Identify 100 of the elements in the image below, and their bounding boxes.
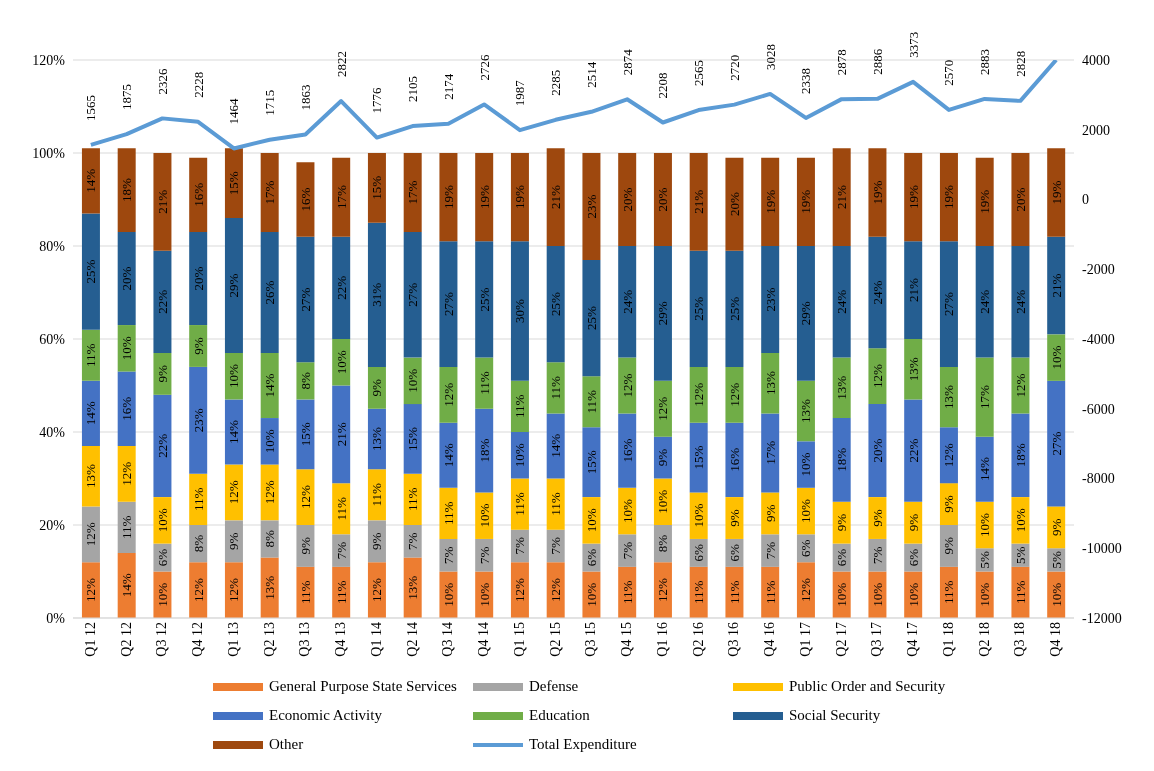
data-label: 2285	[548, 69, 564, 96]
bar	[832, 148, 851, 246]
data-label: 2822	[333, 51, 349, 78]
data-label: 11%	[512, 394, 528, 419]
bar	[117, 445, 136, 502]
data-label: 2514	[583, 61, 599, 88]
legend-label: Public Order and Security	[789, 678, 946, 695]
data-label: 11%	[119, 515, 135, 539]
data-label: 10%	[583, 582, 599, 607]
data-label: 2883	[977, 48, 993, 75]
data-label: 15%	[405, 426, 421, 451]
data-label: 15%	[226, 171, 242, 196]
bar	[1011, 246, 1030, 358]
bar	[689, 250, 708, 367]
legend-label: Total Expenditure	[529, 736, 637, 753]
bar	[260, 232, 279, 353]
data-label: 25%	[583, 306, 599, 330]
bar	[224, 148, 243, 219]
data-label: 7%	[762, 541, 778, 560]
data-label: 10%	[154, 508, 170, 533]
data-label: 10%	[691, 503, 707, 528]
bar	[153, 250, 172, 353]
data-label: 27%	[941, 292, 957, 317]
data-label: 15%	[369, 175, 385, 200]
bar	[475, 408, 494, 493]
data-label: 16%	[726, 447, 742, 472]
x-tick-label: Q1 15	[511, 622, 527, 657]
bar	[1047, 380, 1066, 507]
y2-tick-label: -8000	[1082, 471, 1115, 487]
data-label: 24%	[619, 289, 635, 314]
data-label: 27%	[297, 287, 313, 312]
x-tick-label: Q1 17	[797, 622, 813, 657]
bar	[725, 422, 744, 498]
data-label: 11%	[190, 487, 206, 512]
bar	[653, 380, 672, 437]
data-label: 2338	[798, 67, 814, 94]
data-label: 7%	[512, 537, 528, 555]
data-label: 10%	[905, 582, 921, 607]
data-label: 21%	[548, 185, 564, 210]
y2-tick-label: -6000	[1082, 401, 1115, 417]
bar	[510, 241, 529, 381]
data-label: 9%	[154, 365, 170, 383]
bar	[939, 427, 958, 484]
legend-label: Education	[529, 707, 590, 724]
data-label: 19%	[762, 189, 778, 214]
bar	[332, 157, 351, 237]
data-label: 12%	[512, 578, 528, 603]
data-label: 11%	[583, 389, 599, 414]
data-label: 25%	[726, 296, 742, 321]
x-tick-label: Q4 18	[1048, 622, 1064, 657]
data-label: 18%	[1012, 443, 1028, 468]
data-label: 8%	[297, 372, 313, 390]
legend-label: General Purpose State Services	[269, 678, 457, 695]
legend-label: Other	[269, 736, 304, 753]
bar	[510, 153, 529, 242]
data-label: 11%	[512, 492, 528, 516]
bar	[725, 250, 744, 367]
data-label: 24%	[834, 289, 850, 314]
bar	[832, 246, 851, 358]
data-label: 12%	[440, 382, 456, 407]
data-label: 13%	[369, 426, 385, 451]
data-label: 1464	[226, 97, 242, 125]
data-label: 24%	[869, 280, 885, 305]
data-label: 2105	[405, 76, 421, 103]
data-label: 15%	[691, 445, 707, 470]
bar	[796, 157, 815, 246]
data-label: 9%	[226, 532, 242, 550]
data-label: 10%	[798, 498, 814, 523]
bar	[761, 352, 780, 414]
data-label: 10%	[512, 443, 528, 468]
data-label: 10%	[119, 336, 135, 361]
data-label: 3028	[762, 43, 778, 70]
data-label: 12%	[691, 382, 707, 407]
data-label: 12%	[297, 485, 313, 510]
y2-tick-label: -10000	[1082, 541, 1122, 557]
data-label: 2208	[655, 72, 671, 99]
bar	[296, 162, 315, 237]
data-label: 17%	[333, 185, 349, 210]
data-label: 11%	[440, 501, 456, 526]
data-label: 2174	[440, 73, 456, 100]
bar	[868, 348, 887, 405]
bar	[260, 153, 279, 233]
data-label: 20%	[655, 187, 671, 212]
data-label: 20%	[119, 266, 135, 291]
bar	[439, 241, 458, 367]
bar	[1011, 413, 1030, 498]
bar	[689, 422, 708, 493]
data-label: 12%	[869, 364, 885, 389]
data-label: 6%	[726, 544, 742, 562]
data-label: 9%	[869, 509, 885, 527]
bar	[189, 232, 208, 326]
data-label: 27%	[405, 282, 421, 307]
data-label: 19%	[941, 185, 957, 210]
x-tick-label: Q4 17	[905, 622, 921, 657]
x-tick-label: Q3 12	[154, 622, 170, 657]
data-label: 7%	[869, 546, 885, 564]
data-label: 11%	[405, 487, 421, 512]
x-tick-label: Q1 12	[82, 622, 98, 657]
data-label: 11%	[476, 371, 492, 395]
data-label: 10%	[869, 582, 885, 607]
